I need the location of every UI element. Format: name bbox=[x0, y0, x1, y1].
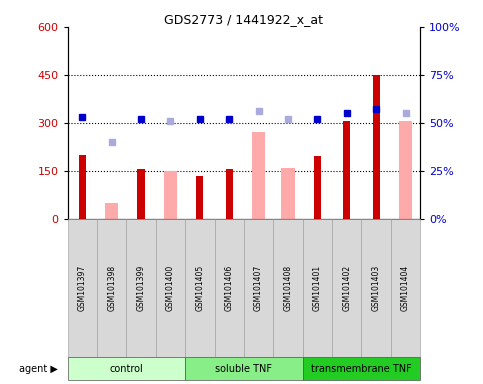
Text: soluble TNF: soluble TNF bbox=[215, 364, 272, 374]
Bar bbox=[164, 171, 177, 219]
Bar bbox=[372, 75, 380, 219]
Text: agent ▶: agent ▶ bbox=[19, 364, 58, 374]
Bar bbox=[79, 155, 86, 219]
Text: GSM101405: GSM101405 bbox=[195, 265, 204, 311]
Text: GSM101398: GSM101398 bbox=[107, 265, 116, 311]
Bar bbox=[314, 157, 321, 219]
Text: GSM101400: GSM101400 bbox=[166, 265, 175, 311]
Text: GSM101406: GSM101406 bbox=[225, 265, 234, 311]
Text: transmembrane TNF: transmembrane TNF bbox=[311, 364, 412, 374]
Text: GSM101402: GSM101402 bbox=[342, 265, 351, 311]
Text: GSM101397: GSM101397 bbox=[78, 265, 87, 311]
Text: GSM101407: GSM101407 bbox=[254, 265, 263, 311]
Bar bbox=[282, 168, 295, 219]
Bar bbox=[196, 176, 203, 219]
Text: GSM101408: GSM101408 bbox=[284, 265, 293, 311]
Bar bbox=[343, 121, 350, 219]
Bar bbox=[252, 132, 265, 219]
Bar bbox=[105, 203, 118, 219]
Text: control: control bbox=[110, 364, 143, 374]
Bar bbox=[399, 121, 412, 219]
Text: GSM101404: GSM101404 bbox=[401, 265, 410, 311]
Text: GSM101401: GSM101401 bbox=[313, 265, 322, 311]
Bar bbox=[226, 169, 233, 219]
Title: GDS2773 / 1441922_x_at: GDS2773 / 1441922_x_at bbox=[164, 13, 324, 26]
Text: GSM101399: GSM101399 bbox=[137, 265, 145, 311]
Text: GSM101403: GSM101403 bbox=[371, 265, 381, 311]
Bar bbox=[138, 169, 145, 219]
